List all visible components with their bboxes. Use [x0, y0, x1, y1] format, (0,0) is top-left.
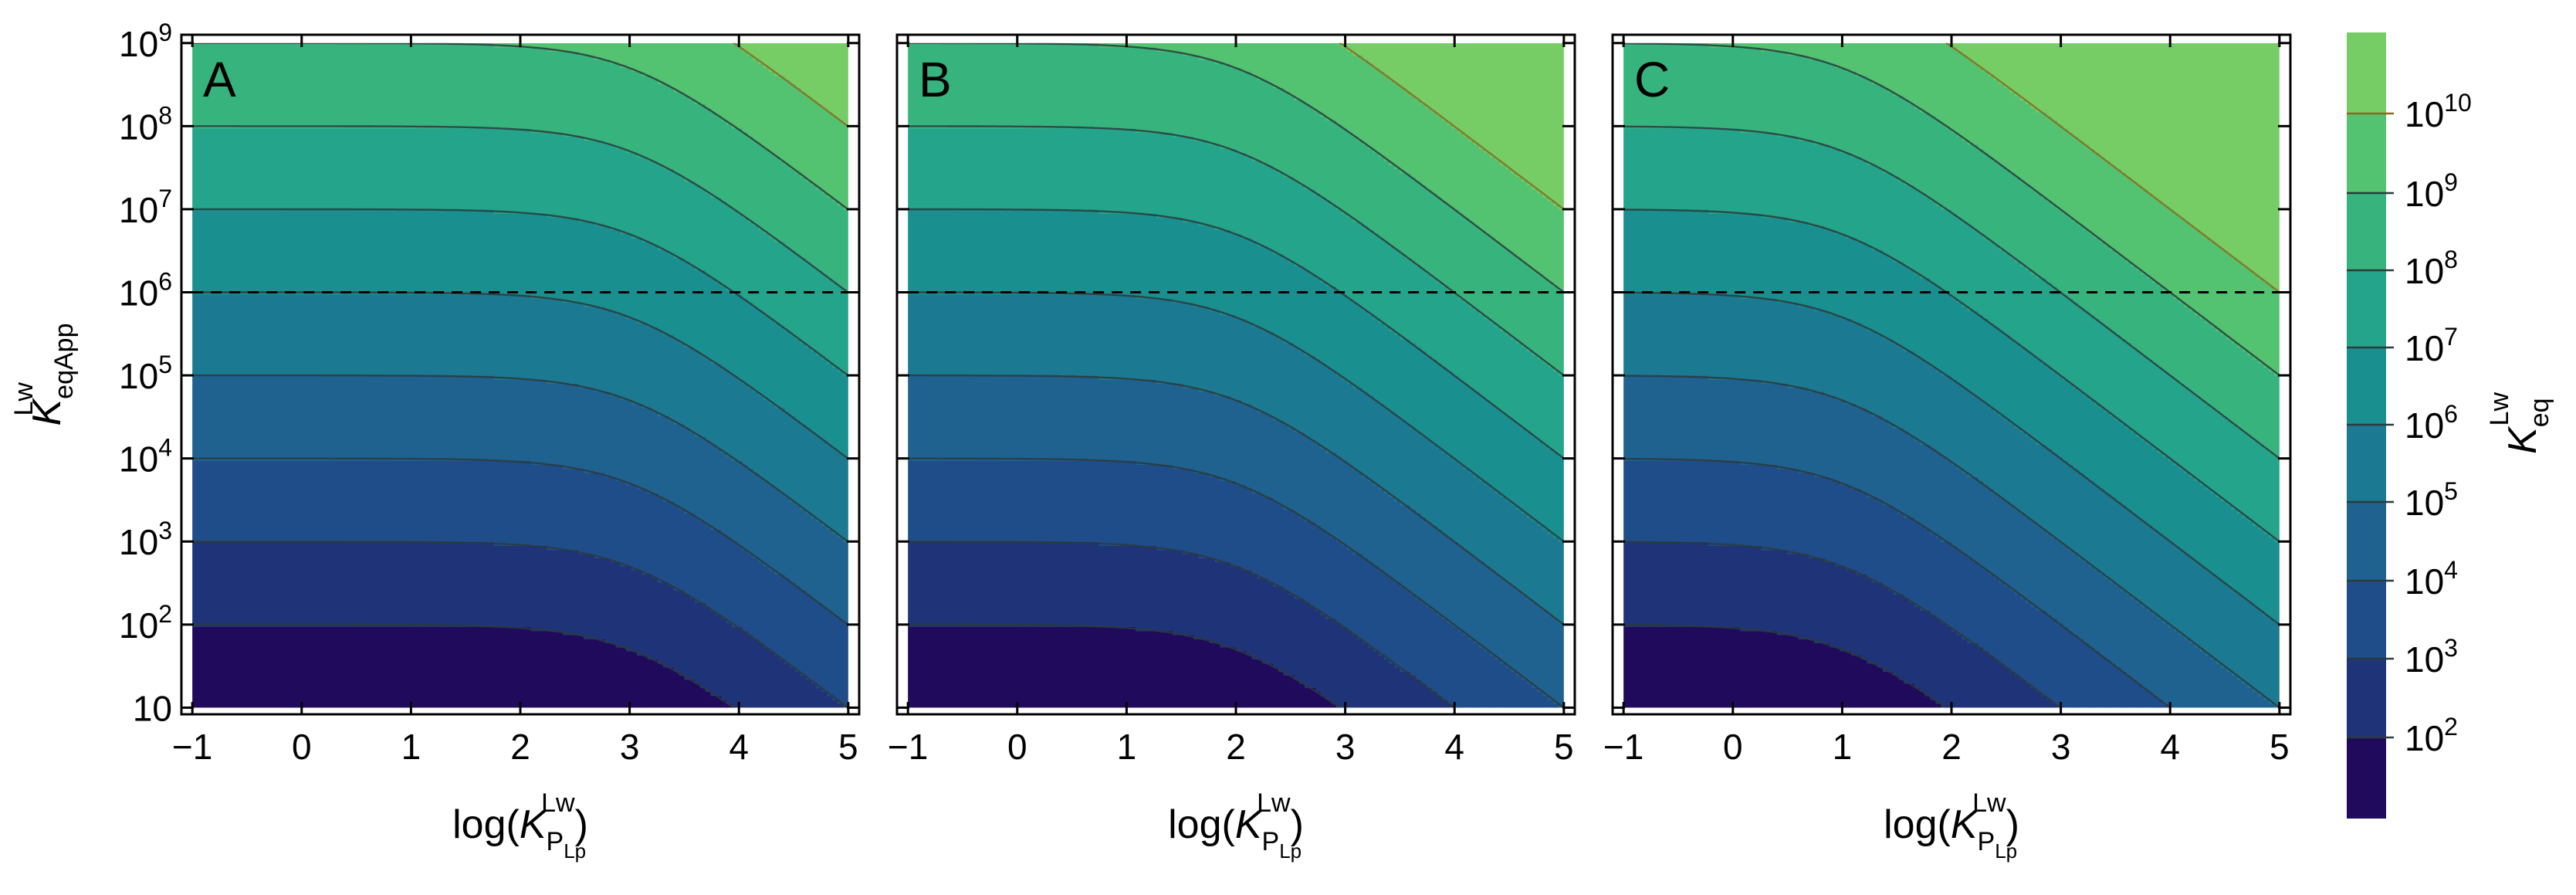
colorbar-tick-label: 105	[2405, 477, 2458, 523]
panel-label: C	[1634, 52, 1670, 107]
contour-line	[908, 541, 1456, 708]
contour-line	[192, 623, 736, 708]
colorbar-title: KeqLw	[2485, 392, 2554, 454]
colorbar-tick-label: 106	[2405, 400, 2458, 446]
contour-line	[192, 291, 848, 460]
contour-line	[1623, 624, 1948, 708]
x-tick-label: 4	[729, 727, 749, 767]
contour-line	[192, 125, 848, 293]
x-tick-label: 1	[401, 727, 421, 767]
y-tick-label: 107	[119, 185, 172, 230]
contour-line	[1945, 42, 2280, 293]
colorbar-band	[2347, 737, 2386, 819]
contour-line	[192, 457, 848, 626]
x-tick-label: 0	[292, 727, 312, 767]
x-tick-label: 1	[1833, 727, 1853, 767]
x-tick-label: 5	[1554, 727, 1574, 767]
panel-label: B	[919, 52, 952, 107]
y-tick-label: 102	[119, 600, 172, 646]
contour-line	[192, 541, 848, 708]
contour-line	[908, 374, 1564, 625]
contour-line	[1623, 291, 2280, 625]
contour-line	[908, 623, 1342, 708]
x-tick-label: 4	[2160, 727, 2180, 767]
x-tick-label: 3	[1335, 727, 1356, 767]
colorbar-band	[2347, 270, 2386, 347]
colorbar-tick-label: 104	[2405, 556, 2458, 602]
colorbar-band	[2347, 347, 2386, 425]
x-tick-label: 3	[2051, 727, 2071, 767]
x-axis-title: log(KPLpLw)	[1168, 788, 1304, 863]
contour-line	[908, 457, 1564, 708]
y-tick-label: 104	[119, 434, 172, 480]
contour-line	[908, 208, 1564, 459]
x-tick-label: 5	[2270, 727, 2290, 767]
y-tick-label: 103	[119, 517, 172, 562]
y-tick-label: 108	[119, 101, 172, 147]
x-axis-title: log(KPLpLw)	[1884, 788, 2019, 863]
x-tick-label: 2	[1941, 727, 1962, 767]
colorbar-band	[2347, 193, 2386, 270]
contour-line	[1338, 42, 1564, 210]
x-tick-label: −1	[1603, 727, 1643, 767]
y-tick-label: 106	[119, 267, 172, 313]
contour-lines	[908, 42, 1564, 708]
x-axis-title: log(KPLpLw)	[452, 788, 588, 863]
contour-line	[192, 374, 848, 543]
contour-fill	[908, 42, 1564, 708]
y-tick-label: 109	[119, 19, 172, 64]
colorbar-band	[2347, 502, 2386, 581]
panel-a: −1 0 1 2 3 4 5 10 102 103 104 105 106 107 108 109 Alog(K…	[119, 19, 861, 863]
panel-label: A	[203, 52, 236, 107]
x-tick-label: 3	[620, 727, 640, 767]
contour-line	[1623, 457, 2172, 708]
contour-lines	[192, 42, 848, 708]
contour-fill	[1623, 42, 2280, 708]
svg-text:KeqAppLw: KeqAppLw	[9, 323, 79, 425]
contour-fill	[192, 42, 848, 708]
y-tick-label: 105	[119, 351, 172, 396]
x-tick-label: 1	[1117, 727, 1137, 767]
colorbar-tick-label: 109	[2405, 168, 2458, 214]
colorbar-band	[2347, 114, 2386, 193]
x-tick-label: 2	[510, 727, 530, 767]
colorbar-tick-label: 1010	[2405, 89, 2472, 134]
contour-line	[1623, 208, 2280, 543]
colorbar-band	[2347, 659, 2386, 737]
contour-line	[1623, 541, 2063, 708]
x-tick-label: −1	[172, 727, 212, 767]
y-axis-title: KeqAppLw	[9, 323, 79, 425]
colorbar-band	[2347, 425, 2386, 502]
colorbar-tick-label: 102	[2405, 713, 2458, 758]
colorbar-band	[2347, 32, 2386, 114]
contour-line	[908, 291, 1564, 543]
x-tick-label: 0	[1723, 727, 1743, 767]
svg-text:KeqLw: KeqLw	[2485, 392, 2554, 454]
colorbar-tick-label: 107	[2405, 323, 2458, 368]
contour-line	[732, 42, 848, 127]
x-tick-label: 2	[1226, 727, 1246, 767]
x-tick-label: 0	[1007, 727, 1027, 767]
colorbar-band	[2347, 581, 2386, 659]
colorbar-tick-label: 103	[2405, 634, 2458, 680]
x-tick-label: 4	[1444, 727, 1464, 767]
colorbar-tick-label: 108	[2405, 246, 2458, 291]
y-tick-label: 10	[133, 688, 172, 728]
x-tick-label: −1	[888, 727, 928, 767]
contour-line	[1623, 375, 2280, 708]
contour-line	[1623, 125, 2280, 459]
contour-line	[192, 208, 848, 377]
x-tick-label: 5	[838, 727, 858, 767]
